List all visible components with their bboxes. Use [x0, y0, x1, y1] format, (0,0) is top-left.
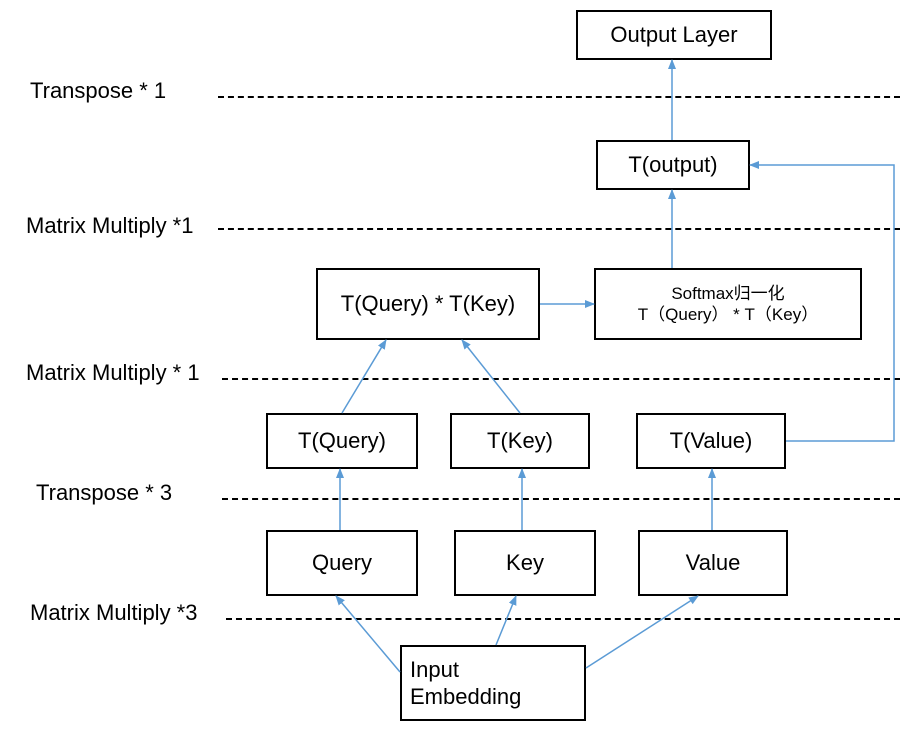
row-label-transpose-3: Transpose * 3: [36, 480, 172, 506]
row-label-matmul-1b: Matrix Multiply * 1: [26, 360, 200, 386]
node-input-embedding: Input Embedding: [400, 645, 586, 721]
dashed-row-1: [218, 96, 900, 98]
row-label-transpose-1: Transpose * 1: [30, 78, 166, 104]
diagram-canvas: Transpose * 1 Matrix Multiply *1 Matrix …: [0, 0, 902, 733]
node-t-query: T(Query): [266, 413, 418, 469]
node-t-output: T(output): [596, 140, 750, 190]
dashed-row-4: [222, 498, 900, 500]
row-label-matmul-1a: Matrix Multiply *1: [26, 213, 193, 239]
node-tquery-tkey: T(Query) * T(Key): [316, 268, 540, 340]
node-softmax: Softmax归一化 T（Query） * T（Key）: [594, 268, 862, 340]
node-t-value: T(Value): [636, 413, 786, 469]
node-query: Query: [266, 530, 418, 596]
node-output-layer: Output Layer: [576, 10, 772, 60]
node-key: Key: [454, 530, 596, 596]
dashed-row-2: [218, 228, 900, 230]
row-label-matmul-3: Matrix Multiply *3: [30, 600, 197, 626]
node-t-key: T(Key): [450, 413, 590, 469]
node-value: Value: [638, 530, 788, 596]
dashed-row-5: [226, 618, 900, 620]
dashed-row-3: [222, 378, 900, 380]
